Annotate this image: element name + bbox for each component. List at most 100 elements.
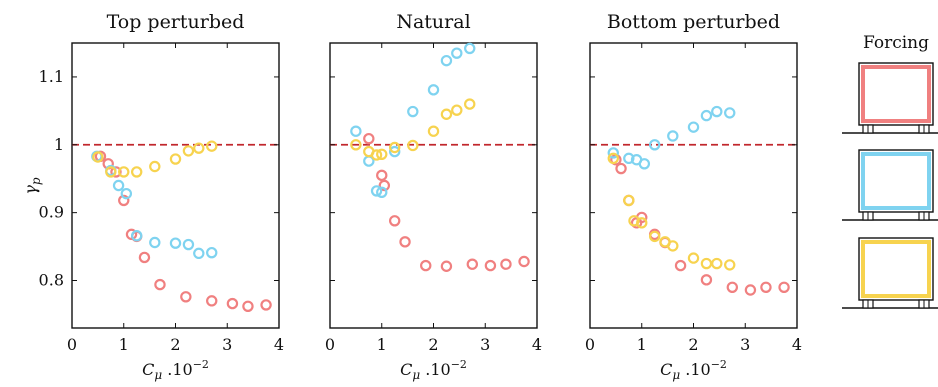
forcing-body xyxy=(858,149,934,213)
data-point-yellow xyxy=(376,148,388,160)
data-point-yellow xyxy=(350,139,362,151)
x-axis-label: Cμ .10−2 xyxy=(660,358,727,382)
forcing-color-frame xyxy=(861,152,931,210)
series-yellow xyxy=(607,152,736,271)
data-point-blue xyxy=(711,105,723,118)
data-point-yellow xyxy=(105,166,117,178)
data-point-yellow xyxy=(607,152,619,165)
forcing-body xyxy=(858,237,934,301)
panel-1: Top perturbed 0 1 2 3 4 0.8 0.9 1 1.1 Cμ .10−2 xyxy=(39,11,285,382)
data-point-yellow xyxy=(388,141,401,154)
x-tick-label: 2 xyxy=(688,335,698,354)
data-point-red xyxy=(363,132,375,145)
x-tick-label: 0 xyxy=(585,335,595,354)
forcing-color-frame xyxy=(861,65,931,123)
x-tick-label: 0 xyxy=(325,335,335,354)
y-tick-label: 1.1 xyxy=(39,67,64,86)
data-point-blue xyxy=(638,158,651,170)
data-point-blue xyxy=(169,237,182,249)
data-point-yellow xyxy=(440,108,453,120)
data-point-red xyxy=(700,274,713,286)
x-tick-label: 2 xyxy=(428,335,438,354)
data-point-blue xyxy=(440,54,453,67)
data-point-red xyxy=(500,258,512,270)
x-tick-label: 1 xyxy=(377,335,387,354)
data-point-red xyxy=(388,215,401,227)
data-point-blue xyxy=(370,185,383,197)
x-axis-label: Cμ .10−2 xyxy=(400,358,467,382)
data-point-red xyxy=(110,166,122,178)
data-point-blue xyxy=(623,152,635,165)
x-tick-label: 1 xyxy=(119,335,129,354)
data-point-blue xyxy=(607,147,619,159)
data-point-yellow xyxy=(206,140,218,152)
data-point-yellow xyxy=(451,104,463,116)
data-point-red xyxy=(118,194,130,207)
panel-title: Bottom perturbed xyxy=(607,11,780,33)
data-point-blue xyxy=(206,246,218,259)
data-point-blue xyxy=(700,109,713,122)
x-tick-label: 3 xyxy=(480,335,490,354)
x-tick-label: 1 xyxy=(637,335,647,354)
data-point-red xyxy=(518,255,530,268)
forcing-icon-red xyxy=(842,62,938,134)
data-point-red xyxy=(226,297,239,310)
data-point-blue xyxy=(112,179,125,192)
data-point-yellow xyxy=(636,217,648,229)
data-point-red xyxy=(138,251,151,264)
data-point-red xyxy=(615,162,627,175)
legend-title: Forcing xyxy=(863,33,929,53)
data-point-red xyxy=(466,258,479,270)
series-yellow xyxy=(92,140,218,178)
panel-3: Bottom perturbed 0 1 2 3 4 Cμ .10−2 xyxy=(585,11,802,382)
data-point-red xyxy=(420,259,432,272)
data-point-red xyxy=(376,169,388,182)
data-point-yellow xyxy=(182,145,195,157)
panel-title: Top perturbed xyxy=(107,11,245,33)
data-point-yellow xyxy=(464,98,476,110)
data-point-red xyxy=(260,299,272,311)
data-point-blue xyxy=(724,107,736,119)
data-point-yellow xyxy=(711,257,723,270)
data-point-red xyxy=(378,179,391,192)
panel-title: Natural xyxy=(396,11,470,33)
series-blue xyxy=(607,105,736,170)
x-tick-label: 0 xyxy=(67,335,77,354)
y-tick-label: 1 xyxy=(54,135,64,154)
panel-2: Natural 0 1 2 3 4 Cμ .10−2 xyxy=(325,11,542,382)
forcing-color-frame xyxy=(861,240,931,298)
x-tick-label: 3 xyxy=(222,335,232,354)
data-point-red xyxy=(726,281,739,293)
data-point-yellow xyxy=(407,139,419,152)
data-point-red xyxy=(778,281,790,293)
y-tick-label: 0.9 xyxy=(39,203,64,222)
data-point-yellow xyxy=(648,230,661,243)
x-tick-label: 2 xyxy=(170,335,180,354)
data-point-blue xyxy=(451,47,463,59)
data-point-blue xyxy=(464,42,476,55)
x-tick-label: 4 xyxy=(792,335,802,354)
data-point-red xyxy=(206,295,218,307)
data-point-blue xyxy=(182,238,195,251)
data-point-red xyxy=(180,291,192,303)
data-point-yellow xyxy=(687,252,700,264)
data-point-yellow xyxy=(130,166,143,178)
data-point-yellow xyxy=(193,142,205,154)
data-point-yellow xyxy=(169,153,182,165)
data-point-red xyxy=(399,236,411,248)
data-point-red xyxy=(440,260,453,272)
x-tick-label: 4 xyxy=(532,335,542,354)
data-point-red xyxy=(242,300,254,312)
forcing-icon-yellow xyxy=(842,237,938,309)
series-red xyxy=(363,132,530,272)
data-point-blue xyxy=(120,187,133,200)
x-axis-label: Cμ .10−2 xyxy=(142,358,209,382)
plot-frame xyxy=(71,42,280,329)
data-point-red xyxy=(744,284,757,296)
data-point-yellow xyxy=(623,194,635,207)
forcing-icon-blue xyxy=(842,149,938,221)
series-yellow xyxy=(350,98,476,161)
y-axis-label: γp xyxy=(21,177,43,195)
